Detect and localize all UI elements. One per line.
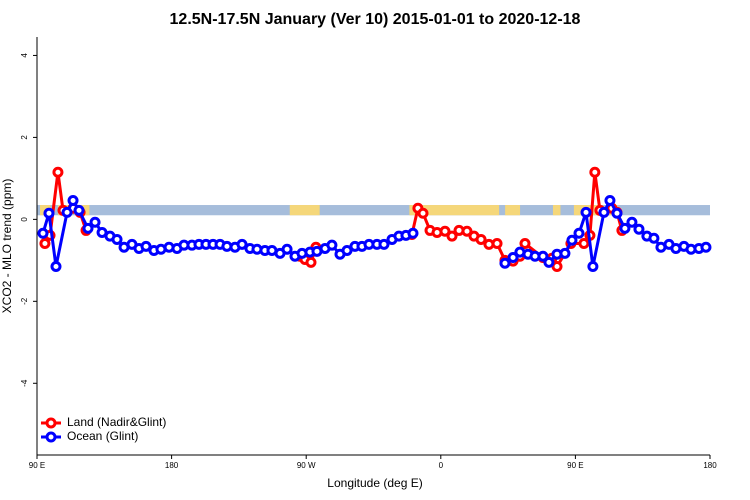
legend-label: Land (Nadir&Glint) [67,415,166,429]
point [499,257,511,269]
y-axis-label: XCO2 - MLO trend (ppm) [0,179,14,314]
x-tick-label: 90 W [297,461,316,470]
x-tick-label: 90 E [567,461,583,470]
point [700,241,712,253]
point [417,207,429,219]
point [341,245,353,257]
legend-label: Ocean (Glint) [67,429,138,443]
point [236,238,248,250]
point [507,251,519,263]
point [604,195,616,207]
point [89,216,101,228]
point [580,206,592,218]
legend-marker [45,431,57,443]
y-tick-label: 2 [20,135,29,140]
land-band [552,205,561,216]
point [611,207,623,219]
point [52,166,64,178]
y-tick-label: -4 [20,379,29,387]
point [446,230,458,242]
point [50,260,62,272]
point [543,256,555,268]
point [573,227,585,239]
y-tick-label: 4 [20,53,29,58]
point [326,239,338,251]
point [551,260,563,272]
point [407,227,419,239]
x-tick-label: 0 [439,461,444,470]
y-tick-label: -2 [20,297,29,305]
point [475,233,487,245]
point [648,232,660,244]
legend-marker [45,417,57,429]
point [598,206,610,218]
x-tick-label: 180 [703,461,717,470]
point [140,240,152,252]
point [589,166,601,178]
point [461,225,473,237]
point [281,243,293,255]
point [519,238,531,250]
land-band [409,205,500,216]
point [82,222,94,234]
ocean-band [37,205,710,216]
point [39,238,51,250]
point [61,206,73,218]
y-tick-label: 0 [20,217,29,222]
point [67,195,79,207]
point [111,233,123,245]
chart-title: 12.5N-17.5N January (Ver 10) 2015-01-01 … [170,11,581,28]
point [37,227,49,239]
point [619,222,631,234]
x-tick-label: 180 [165,461,179,470]
point [378,238,390,250]
land-band [505,205,521,216]
point [587,260,599,272]
point [626,216,638,228]
point [566,234,578,246]
point [439,225,451,237]
point [578,238,590,250]
point [559,247,571,259]
point [43,207,55,219]
point [537,250,549,262]
point [305,256,317,268]
land-band [289,205,320,216]
point [73,204,85,216]
x-tick-label: 90 E [29,461,45,470]
point [633,223,645,235]
point [491,238,503,250]
x-axis-label: Longitude (deg E) [327,476,422,490]
